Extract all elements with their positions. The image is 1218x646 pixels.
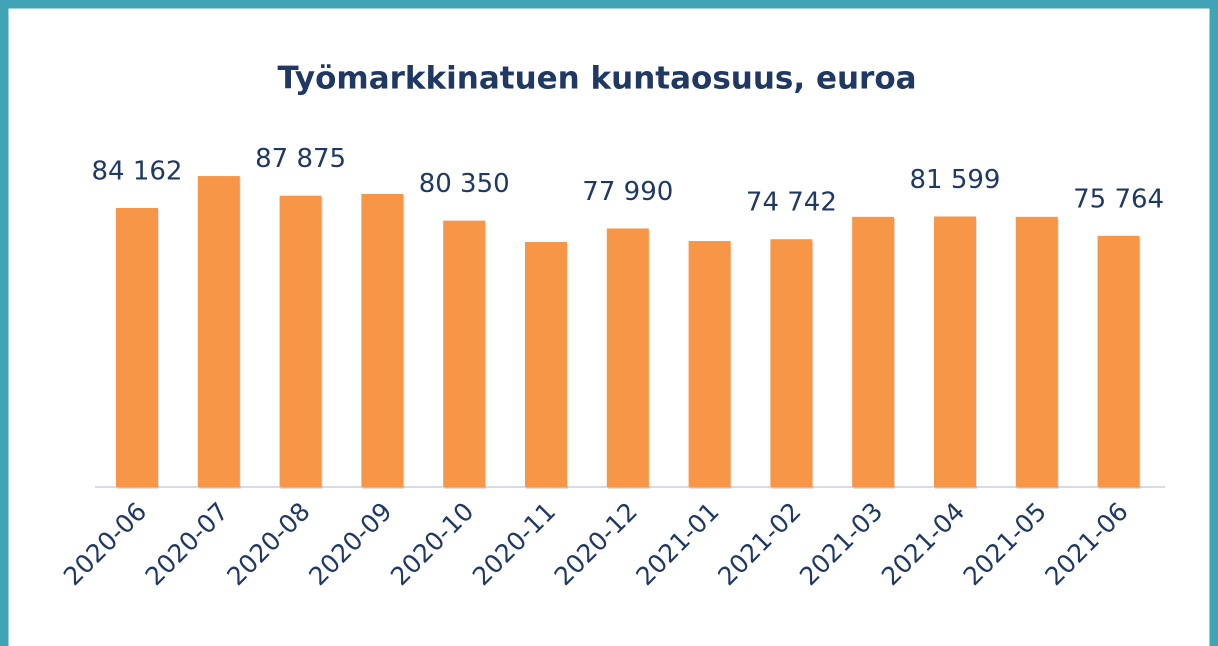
bar (770, 239, 813, 487)
bar (361, 193, 404, 488)
data-label: 81 599 (910, 165, 1001, 195)
bar (197, 176, 240, 488)
bar (1097, 235, 1140, 487)
bar (852, 216, 895, 487)
data-label: 75 764 (1073, 184, 1164, 214)
data-label: 87 875 (255, 144, 346, 174)
bar (525, 242, 567, 487)
bar (934, 216, 976, 487)
chart-title: Työmarkkinatuen kuntaosuus, euroa (277, 61, 916, 97)
bar (688, 241, 731, 487)
data-label: 84 162 (92, 157, 183, 187)
data-label: 74 742 (746, 188, 837, 218)
bar (606, 228, 649, 488)
bar (443, 220, 486, 487)
data-label: 77 990 (582, 177, 673, 207)
bar (116, 208, 158, 487)
data-label: 80 350 (419, 169, 510, 199)
bar (279, 195, 322, 487)
bar (1015, 216, 1058, 487)
